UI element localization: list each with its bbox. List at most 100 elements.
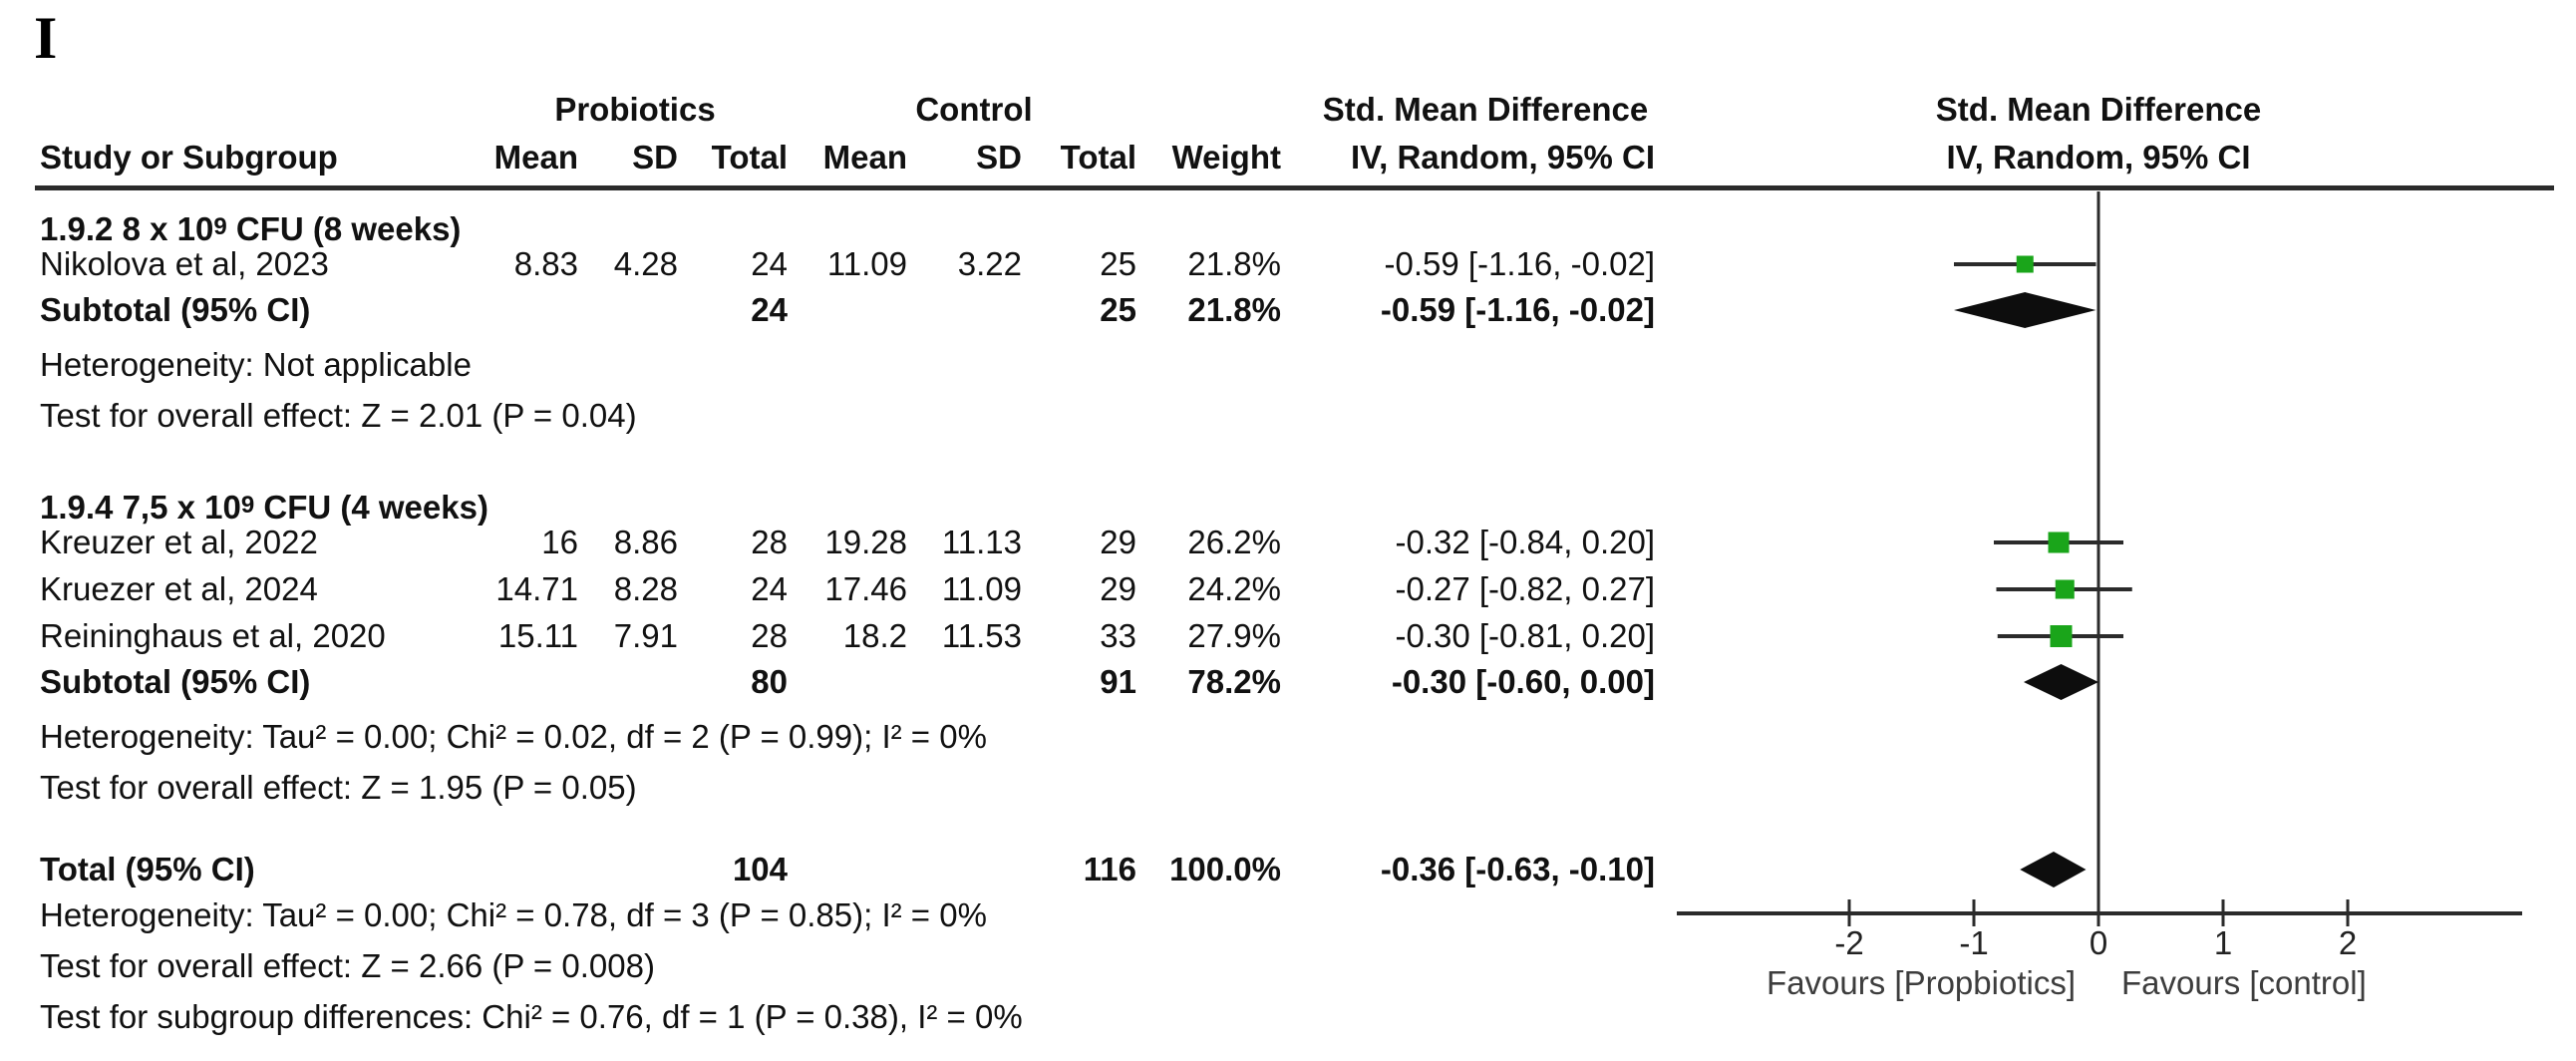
cell-mean2: 18.2 [842,617,907,654]
figure-label: I [34,5,58,71]
column-header-mean-control: Mean [822,139,907,176]
cell-total2: 29 [1100,524,1136,560]
cell-ci: -0.30 [-0.60, 0.00] [1391,663,1655,700]
cell-total2: 116 [1083,851,1136,887]
table-row-footnote: Test for overall effect: Z = 2.01 (P = 0… [0,394,2576,438]
column-header-study: Study or Subgroup [40,139,338,176]
group-header-probiotics: Probiotics [554,91,716,128]
effect-square-marker [2016,255,2034,273]
cell-ci: -0.32 [-0.84, 0.20] [1395,524,1655,560]
group-header-smd-values: Std. Mean Difference [1322,91,1649,128]
cell-ci: -0.59 [-1.16, -0.02] [1380,291,1655,328]
table-row-footnote: Test for overall effect: Z = 1.95 (P = 0… [0,766,2576,810]
axis-tick-label: -2 [1834,924,1864,961]
axis-tick-label: 0 [2089,924,2108,961]
column-header-total-probiotics: Total [711,139,788,176]
cell-mean2: 17.46 [824,570,907,607]
cell-sd1: 7.91 [613,617,678,654]
column-header-weight: Weight [1171,139,1281,176]
effect-square-marker [2048,531,2070,553]
column-header-ci-plot: IV, Random, 95% CI [1946,139,2251,176]
study-label: Subtotal (95% CI) [40,291,311,328]
study-label: Heterogeneity: Not applicable [40,346,472,383]
table-row-title: 1.9.2 8 x 109 CFU (8 weeks) [0,207,2576,251]
study-label: Total (95% CI) [40,851,255,887]
axis-tick-label: 2 [2338,924,2358,961]
column-header-sd-probiotics: SD [632,139,678,176]
cell-total2: 91 [1100,663,1136,700]
cell-weight: 78.2% [1187,663,1281,700]
cell-sd2: 11.09 [941,570,1022,607]
axis-tick-label: -1 [1959,924,1989,961]
study-label: Test for overall effect: Z = 2.66 (P = 0… [40,947,655,984]
cell-total1: 24 [751,570,788,607]
table-row-subtotal: Subtotal (95% CI) 80 91 78.2% -0.30 [-0.60, … [0,660,2576,704]
study-label: Kreuzer et al, 2022 [40,524,318,560]
table-row-title: 1.9.4 7,5 x 109 CFU (4 weeks) [0,486,2576,530]
study-label: Subtotal (95% CI) [40,663,311,700]
table-row-study: Nikolova et al, 2023 8.83 4.28 24 11.09 3.22 2… [0,242,2576,286]
cell-mean1: 8.83 [513,245,578,282]
subgroup-title: 1.9.4 7,5 x 109 CFU (4 weeks) [40,489,488,526]
cell-mean1: 16 [541,524,578,560]
axis-tick-label: 1 [2213,924,2233,961]
cell-total1: 28 [751,524,788,560]
cell-total2: 25 [1100,245,1136,282]
cell-sd2: 11.53 [941,617,1022,654]
table-row-study: Kruezer et al, 2024 14.71 8.28 24 17.46 11.09… [0,567,2576,611]
table-row-footnote: Heterogeneity: Not applicable [0,343,2576,387]
group-header-smd-plot: Std. Mean Difference [1935,91,2262,128]
column-header-sd-control: SD [976,139,1022,176]
cell-total1: 28 [751,617,788,654]
effect-square-marker [2055,579,2075,599]
group-header-control: Control [915,91,1033,128]
header-divider [35,185,2554,190]
cell-weight: 27.9% [1187,617,1281,654]
study-label: Reininghaus et al, 2020 [40,617,386,654]
cell-weight: 26.2% [1187,524,1281,560]
effect-square-marker [2050,625,2073,647]
study-label: Test for overall effect: Z = 1.95 (P = 0… [40,769,637,806]
study-label: Heterogeneity: Tau² = 0.00; Chi² = 0.02,… [40,718,987,755]
table-row-subtotal: Subtotal (95% CI) 24 25 21.8% -0.59 [-1.16, … [0,288,2576,332]
cell-ci: -0.36 [-0.63, -0.10] [1380,851,1655,887]
cell-mean1: 14.71 [495,570,578,607]
column-header-total-control: Total [1060,139,1136,176]
cell-total1: 24 [751,245,788,282]
cell-mean1: 15.11 [497,617,578,654]
study-label: Test for subgroup differences: Chi² = 0.… [40,998,1023,1035]
cell-total2: 33 [1100,617,1136,654]
table-row-total: Total (95% CI) 104 116 100.0% -0.36 [-0.63, … [0,848,2576,891]
cell-ci: -0.30 [-0.81, 0.20] [1395,617,1655,654]
cell-weight: 21.8% [1187,291,1281,328]
cell-mean2: 19.28 [824,524,907,560]
cell-sd1: 4.28 [613,245,678,282]
subgroup-title: 1.9.2 8 x 109 CFU (8 weeks) [40,210,462,247]
cell-ci: -0.27 [-0.82, 0.27] [1395,570,1655,607]
cell-total1: 80 [751,663,788,700]
column-header-ci-values: IV, Random, 95% CI [1350,139,1655,176]
study-label: Heterogeneity: Tau² = 0.00; Chi² = 0.78,… [40,896,987,933]
table-row-footnote: Heterogeneity: Tau² = 0.00; Chi² = 0.78,… [0,893,2576,937]
cell-weight: 21.8% [1187,245,1281,282]
cell-sd2: 3.22 [957,245,1022,282]
table-row-footnote: Test for overall effect: Z = 2.66 (P = 0… [0,944,2576,988]
cell-total1: 104 [732,851,788,887]
study-label: Test for overall effect: Z = 2.01 (P = 0… [40,397,637,434]
cell-sd2: 11.13 [941,524,1022,560]
favours-left-label: Favours [Propbiotics] [1767,964,2076,1001]
cell-weight: 100.0% [1169,851,1281,887]
subtotal-diamond [2024,664,2098,700]
cell-total2: 25 [1100,291,1136,328]
column-header-mean-probiotics: Mean [493,139,578,176]
favours-right-label: Favours [control] [2121,964,2367,1001]
cell-total1: 24 [751,291,788,328]
study-label: Nikolova et al, 2023 [40,245,329,282]
table-row-footnote: Test for subgroup differences: Chi² = 0.… [0,995,2576,1039]
cell-mean2: 11.09 [826,245,907,282]
cell-ci: -0.59 [-1.16, -0.02] [1384,245,1656,282]
superscript: 9 [213,213,227,240]
cell-sd1: 8.28 [613,570,678,607]
